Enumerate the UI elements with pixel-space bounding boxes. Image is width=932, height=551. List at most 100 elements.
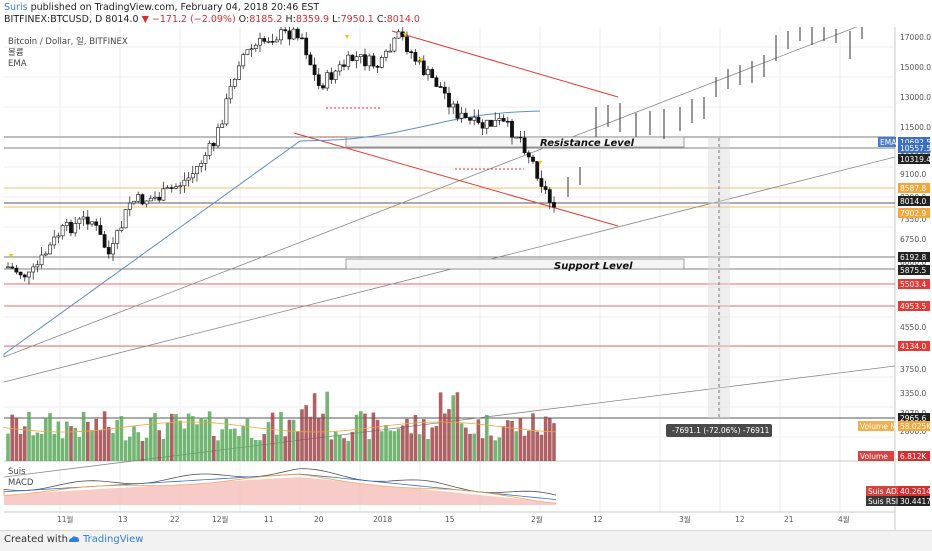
price-tick: 6000.0 [900,258,926,267]
measure-label-bg [666,424,772,437]
down-arrow-icon: ▼ [141,14,149,25]
price-tag: 8587.8 [898,183,930,193]
price-tag: Volume 6.812K [858,451,930,461]
chart-header: Suris published on TradingView.com, Febr… [0,0,932,27]
price-tag: 6192.8 [898,252,930,262]
price-tick: 2800.0 [900,427,926,436]
publish-text: published on TradingView.com, February 0… [30,2,320,13]
brand-label: TradingView [83,534,144,545]
publish-line: Suris published on TradingView.com, Febr… [4,2,319,13]
tag-value: 30.4417 [900,497,931,506]
footer: Created with TradingView [0,530,932,551]
price-tag: 8014.0 [898,196,930,206]
time-tick: 2월 [531,514,543,524]
tag-value: 4953.5 [900,302,926,311]
channel-top-line [391,30,619,98]
price-tag: 7902.9 [898,208,930,218]
measure-label: -7691.1 (-72.06%) -76911 [672,426,770,435]
tag-value: 8587.8 [900,184,926,193]
tag-value: 10319.4 [900,155,931,164]
open-value: 8185.2 [249,14,283,25]
tag-label: Volume MA [860,422,903,431]
legend-suis[interactable]: Suis [8,467,26,477]
price-tick: 6750.0 [900,235,926,244]
time-tick: 22 [170,515,180,524]
resistance-label: Resistance Level [540,138,635,149]
time-tick: 21 [784,515,794,524]
price-chart[interactable]: Resistance Level Support Level -7691.1 (… [0,27,932,530]
price-tick: 4550.0 [900,323,926,332]
tradingview-link[interactable]: TradingView [68,534,143,545]
tag-label: Suis RSI [868,497,898,506]
price-tick: 9100.0 [900,170,926,179]
signal-arrow-icon [538,161,542,165]
tag-label: Volume [860,452,888,461]
legend-volume[interactable]: 볼륨 [8,47,24,58]
author-link[interactable]: Suris [4,2,28,13]
signal-arrow-icon [419,58,423,62]
price-tag: Suis RSI 30.4417 [866,496,931,506]
symbol-name: BITFINEX:BTCUSD, D [4,14,103,25]
price-tag: 10319.4 [898,154,931,164]
tag-label: Suis ADX [868,487,902,496]
legend-macd[interactable]: MACD [8,478,34,488]
support-zone[interactable] [345,258,685,270]
tag-value: 10557.5 [900,144,931,153]
price-tick: 13000.0 [900,93,931,102]
channel-bottom-line [293,132,619,227]
tag-value: 8014.0 [900,197,926,206]
time-axis[interactable]: 11월 13 22 12월 11 20 2018 15 2월 12 3월 12 21 4월 [57,514,850,524]
tag-value: 6.812K [900,452,927,461]
price-tick: 11500.0 [900,123,931,132]
last-price: 8014.0 [105,14,139,25]
symbol-line: BITFINEX:BTCUSD, D 8014.0 ▼ −171.2 (−2.0… [4,14,420,25]
signal-arrow-icon [403,33,407,37]
close-value: 8014.0 [386,14,420,25]
volume-ma-line [3,421,557,433]
tag-value: 4134.0 [900,342,926,351]
price-tick: 3750.0 [900,365,926,374]
price-tag: 4134.0 [898,341,930,351]
tag-value: 7902.9 [900,209,926,218]
support-label: Support Level [554,261,633,272]
time-tick: 4월 [838,514,850,524]
candles [6,27,556,285]
tag-value: 2965.6 [900,414,926,423]
time-tick: 2018 [373,515,392,524]
cloud-icon [69,536,79,542]
tag-value: 5875.5 [900,266,926,275]
tag-value: 58.025K [900,422,932,431]
uptrend-line [3,27,858,358]
macd-orange-line [3,473,557,504]
time-tick: 12 [593,515,603,524]
price-tag: 5503.4 [898,279,930,289]
time-tick: 20 [314,515,324,524]
price-tick: 15000.0 [900,63,931,72]
macd-line [3,468,557,496]
price-tag: 10557.5 [898,143,931,153]
time-tick: 11월 [57,514,74,524]
price-tick: 17000.0 [900,33,931,42]
legend-main[interactable]: Bitcoin / Dollar, 일, BITFINEX [8,37,128,47]
high-value: 8359.9 [295,14,330,25]
time-tick: 13 [118,515,128,524]
price-tick: 3350.0 [900,389,926,398]
legend-ema[interactable]: EMA [8,59,27,69]
macd-fill [4,477,556,505]
price-tick: 7350.0 [900,215,926,224]
price-tag: EMA 10692.5 [878,137,931,147]
signal-arrow-icon [9,254,13,258]
ema-line [3,110,541,357]
tag-value: 10692.5 [900,138,931,147]
time-tick: 3월 [679,514,691,524]
volume-bars [6,391,556,461]
time-tick: 12 [735,515,745,524]
tag-value: 5503.4 [900,280,926,289]
tag-value: 6192.8 [900,253,926,262]
tag-label: EMA [880,138,897,147]
uptrend-line [3,156,896,383]
price-tag: 4953.5 [898,301,930,311]
